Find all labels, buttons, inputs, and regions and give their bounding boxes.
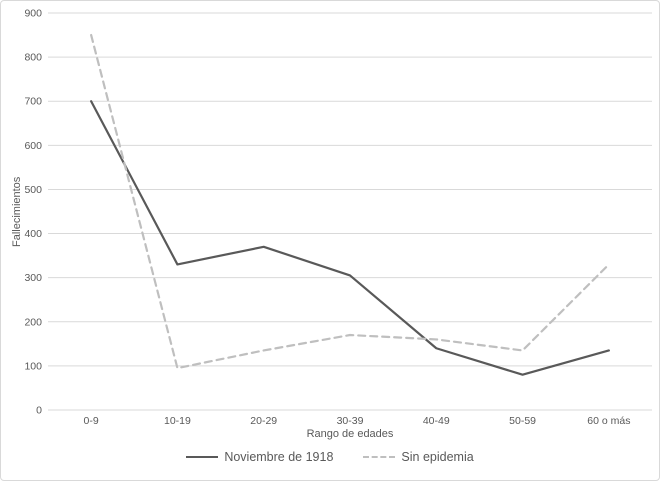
y-tick-label: 300: [24, 272, 42, 284]
x-tick-label: 60 o más: [587, 415, 630, 427]
legend-solid-line-icon: [186, 456, 219, 458]
y-tick-label: 0: [36, 405, 42, 417]
y-tick-label: 700: [24, 96, 42, 108]
x-axis-title: Rango de edades: [306, 428, 394, 440]
legend-label-noviembre-1918: Noviembre de 1918: [224, 450, 334, 464]
x-tick-label: 0-9: [84, 415, 99, 427]
series-line-noviembre-de-1918: [90, 100, 610, 376]
y-tick-label: 100: [24, 360, 42, 372]
y-tick-label: 500: [24, 184, 42, 196]
y-tick-label: 400: [24, 228, 42, 240]
legend: Noviembre de 1918 Sin epidemia: [1, 450, 659, 464]
x-tick-label: 30-39: [337, 415, 364, 427]
y-tick-label: 600: [24, 140, 42, 152]
x-tick-label: 40-49: [423, 415, 450, 427]
x-tick-label: 10-19: [164, 415, 191, 427]
legend-item-noviembre-1918: Noviembre de 1918: [186, 450, 333, 464]
legend-dashed-line-icon: [363, 456, 396, 458]
x-tick-label: 20-29: [250, 415, 277, 427]
x-tick-label: 50-59: [509, 415, 536, 427]
y-tick-label: 200: [24, 316, 42, 328]
y-tick-label: 800: [24, 52, 42, 64]
legend-label-sin-epidemia: Sin epidemia: [401, 450, 474, 464]
y-tick-label: 900: [24, 8, 42, 20]
legend-item-sin-epidemia: Sin epidemia: [363, 450, 474, 464]
series-line-sin-epidemia: [90, 33, 610, 370]
